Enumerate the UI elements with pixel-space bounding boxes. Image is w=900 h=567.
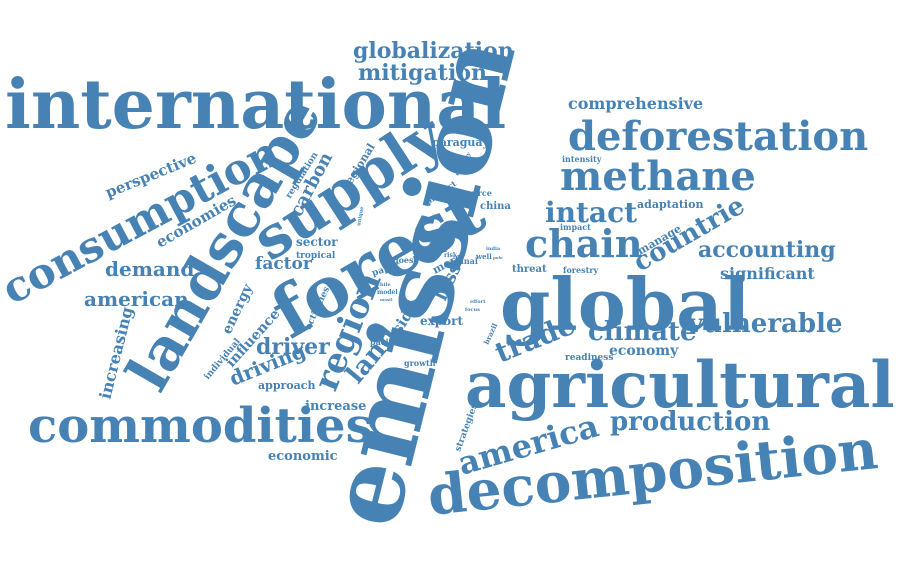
word-intensity: intensity	[562, 154, 602, 164]
word-vulnerable: vulnerable	[687, 309, 842, 339]
word-russia: russia	[413, 244, 448, 255]
word-driver: driver	[256, 334, 330, 360]
word-final: final	[458, 256, 478, 266]
word-agricultural: agricultural	[465, 348, 895, 423]
word-export: export	[420, 314, 464, 328]
word-chile: chile	[377, 282, 391, 288]
word-japan: japan	[422, 236, 442, 243]
word-pole: pole	[493, 255, 503, 260]
word-sector: sector	[296, 235, 338, 249]
word-international: international	[5, 65, 506, 145]
word-focus: focus	[465, 307, 480, 313]
word-india: india	[486, 246, 501, 252]
word-commodities: commodities	[28, 398, 373, 454]
word-intact: intact	[545, 196, 637, 229]
word-american: american	[84, 287, 189, 311]
word-mostl: mostl	[380, 297, 393, 302]
word-climate: climate	[588, 317, 697, 347]
word-forestry: forestry	[563, 265, 598, 275]
word-cloud-words: emission international agricultural deco…	[0, 26, 895, 537]
word-risk: risk	[444, 252, 458, 259]
word-approach: approach	[258, 379, 315, 392]
word-unique: unique	[356, 206, 365, 226]
word-factor: factor	[255, 254, 313, 274]
word-growth: growth	[404, 358, 436, 368]
word-increase: increase	[305, 399, 366, 414]
word-well: well	[475, 252, 492, 261]
word-paraguay: paraguay	[432, 136, 490, 149]
word-significant: significant	[720, 264, 815, 283]
word-accounting: accounting	[698, 237, 836, 263]
word-mitigation: mitigation	[358, 60, 487, 86]
word-impact: impact	[560, 222, 591, 232]
word-globalization: globalization	[353, 38, 514, 64]
word-effort: effort	[470, 299, 486, 305]
word-china: china	[480, 201, 511, 212]
word-pacific: pacific	[370, 337, 400, 347]
word-chain: chain	[525, 221, 642, 266]
word-demand: demand	[105, 257, 194, 281]
word-model: model	[377, 289, 398, 296]
word-global: global	[500, 262, 750, 347]
word-economy: economy	[609, 343, 679, 359]
word-tropical: tropical	[296, 251, 336, 261]
word-production: production	[610, 407, 770, 437]
word-goes: goes	[393, 255, 414, 265]
word-comprehensive: comprehensive	[568, 94, 703, 113]
word-economic: economic	[268, 449, 338, 464]
word-methane: methane	[560, 153, 756, 200]
word-deforestation: deforestation	[568, 113, 868, 160]
word-readiness: readiness	[565, 353, 613, 363]
word-threat: threat	[512, 264, 547, 275]
word-adaptation: adaptation	[637, 198, 703, 211]
word-source: source	[462, 188, 492, 198]
